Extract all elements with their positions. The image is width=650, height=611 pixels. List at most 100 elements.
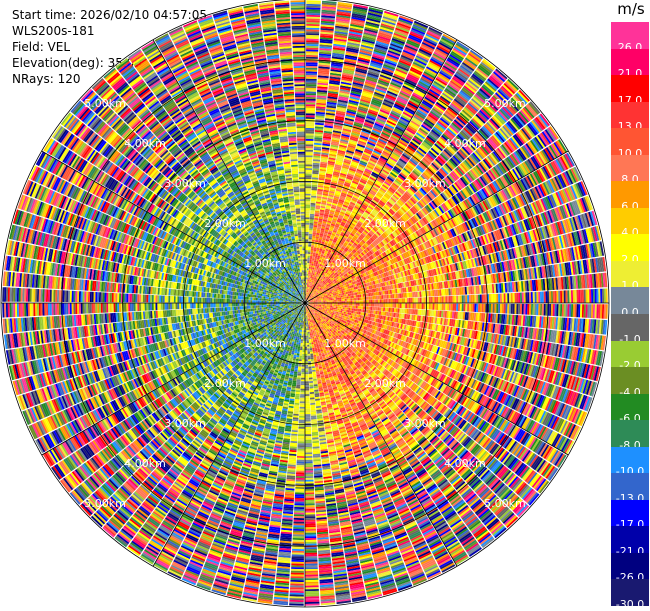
velocity-gate [309,274,311,276]
velocity-gate [309,225,313,227]
velocity-gate [301,225,305,227]
velocity-gate [369,300,371,303]
velocity-gate [357,295,359,298]
velocity-gate [299,186,305,188]
velocity-gate [535,292,537,303]
velocity-gate [482,294,484,303]
velocity-gate [356,298,358,301]
velocity-gate [553,291,555,303]
velocity-gate [306,112,315,114]
velocity-gate [302,232,305,234]
velocity-gate [433,297,435,303]
velocity-gate [345,299,347,301]
velocity-gate [309,237,312,239]
velocity-gate [520,293,522,304]
velocity-gate [308,274,310,276]
velocity-gate [449,296,451,303]
velocity-gate [337,294,339,296]
velocity-gate [399,293,401,298]
velocity-gate [299,168,306,170]
velocity-gate [587,289,589,303]
velocity-gate [321,301,323,302]
velocity-gate [306,9,320,11]
velocity-gate [306,157,313,159]
velocity-gate [462,295,464,303]
velocity-gate [398,294,400,299]
velocity-gate [298,166,305,168]
velocity-gate [349,298,351,300]
velocity-gate [329,300,331,301]
velocity-gate [305,263,307,265]
velocity-gate [300,188,306,190]
velocity-gate [361,297,363,300]
velocity-gate [370,296,372,299]
velocity-gate [312,302,314,303]
velocity-gate [308,250,311,252]
velocity-gate [414,298,416,303]
velocity-gate [306,64,318,66]
velocity-gate [518,293,520,303]
velocity-gate [305,247,308,249]
velocity-gate [305,208,310,210]
velocity-gate [391,299,393,303]
velocity-gate [299,179,305,181]
velocity-gate [306,163,313,165]
velocity-gate [372,296,374,300]
velocity-gate [306,278,307,280]
velocity-gate [307,259,309,261]
velocity-gate [301,210,306,212]
velocity-gate [350,296,352,298]
velocity-gate [460,295,462,303]
velocity-gate [306,287,307,289]
velocity-gate [305,250,308,252]
velocity-gate [299,177,305,179]
velocity-gate [306,161,313,163]
velocity-gate [306,90,316,92]
velocity-gate [306,132,314,134]
velocity-gate [300,197,305,199]
velocity-gate [306,137,314,139]
velocity-gate [306,128,315,130]
velocity-gate [306,174,312,176]
velocity-gate [367,297,369,300]
velocity-gate [402,298,404,303]
velocity-gate [431,297,433,303]
velocity-gate [307,265,309,267]
velocity-gate [383,295,385,299]
velocity-gate [309,263,311,265]
velocity-gate [305,225,309,227]
velocity-gate [306,288,307,290]
velocity-gate [307,268,309,270]
velocity-gate [359,297,361,300]
velocity-gate [447,296,449,303]
velocity-gate [465,295,467,303]
velocity-gate [509,293,511,303]
velocity-gate [569,290,571,303]
velocity-gate [385,299,387,303]
velocity-gate [525,292,527,303]
velocity-gate [302,234,305,236]
velocity-gate [422,297,424,303]
velocity-gate [566,290,568,303]
velocity-gate [306,99,316,101]
velocity-gate [305,239,308,241]
velocity-gate [305,201,310,203]
velocity-gate [306,97,316,99]
velocity-gate [305,219,309,221]
velocity-gate [314,302,316,303]
velocity-gate [300,199,305,201]
velocity-gate [305,237,308,239]
velocity-gate [306,148,314,150]
velocity-gate [387,299,389,303]
velocity-gate [301,217,305,219]
velocity-gate [381,295,383,299]
velocity-gate [310,271,312,273]
velocity-gate [306,84,317,86]
velocity-gate [306,152,313,154]
velocity-gate [434,297,436,303]
velocity-gate [340,299,342,301]
velocity-gate [558,291,560,303]
velocity-gate [348,296,350,298]
velocity-gate [305,206,310,208]
velocity-gate [306,144,314,146]
